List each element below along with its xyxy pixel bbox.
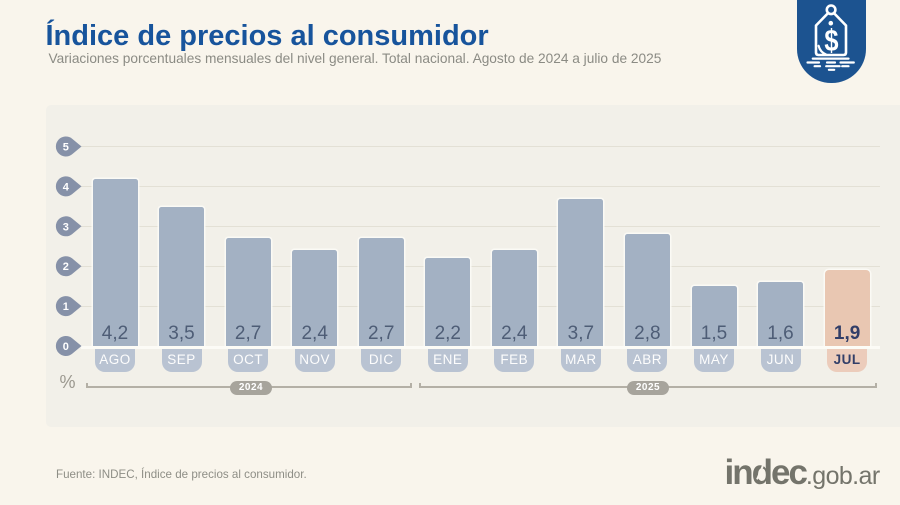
svg-text:1: 1 [63,301,69,313]
svg-text:5: 5 [63,142,69,154]
svg-text:4: 4 [63,181,70,193]
svg-text:0: 0 [63,341,69,353]
svg-text:2: 2 [63,261,69,273]
svg-text:$: $ [824,23,838,58]
svg-text:3: 3 [63,221,69,233]
